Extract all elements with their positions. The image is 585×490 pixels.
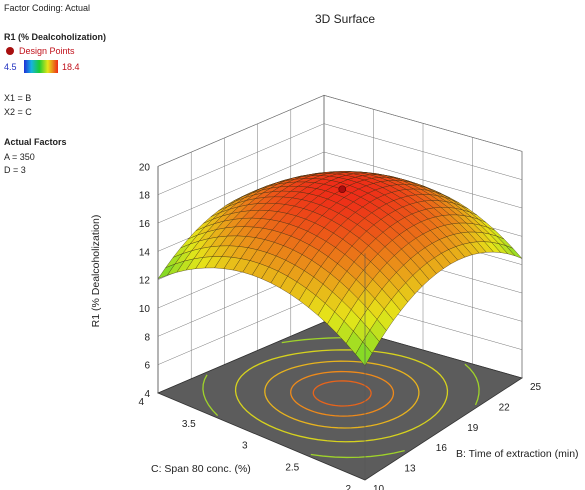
factor-coding-label: Factor Coding: Actual: [4, 3, 91, 13]
x2-factor: X2 = C: [4, 107, 32, 117]
response-title: R1 (% Dealcoholization): [4, 32, 107, 42]
color-scale-max: 18.4: [62, 62, 80, 72]
actual-factor-a: A = 350: [4, 152, 35, 162]
z-tick-label: 4: [144, 389, 150, 400]
x-tick-label: 10: [373, 484, 385, 490]
legend-design-points: Design Points: [6, 45, 75, 57]
x-tick-label: 22: [499, 402, 511, 413]
z-tick-label: 18: [139, 191, 151, 202]
z-tick-label: 12: [139, 276, 151, 287]
z-tick-label: 14: [139, 247, 151, 258]
y-axis-label: C: Span 80 conc. (%): [151, 463, 251, 475]
floor-plane: [156, 321, 523, 481]
design-points: [338, 185, 347, 194]
z-tick-label: 8: [144, 332, 150, 343]
z-tick-label: 10: [139, 304, 151, 315]
x-tick-label: 16: [436, 443, 448, 454]
axis-ticks: 4 6 8 10 12 14 16 18 20 10 13 16 19 22 25 2 2.5 3 3.5 4: [138, 162, 541, 490]
wall-gridline-z: [157, 95, 523, 167]
y-tick-label: 2: [345, 484, 351, 490]
contour-line: [312, 380, 372, 407]
x-tick-label: 25: [530, 382, 542, 393]
design-point-icon: [6, 47, 14, 55]
floor-fill: [156, 321, 523, 481]
x-tick-label: 13: [404, 464, 416, 475]
y-tick-label: 4: [138, 397, 144, 408]
z-axis-label: R1 (% Dealcoholization): [90, 215, 102, 328]
contour-line: [202, 374, 219, 417]
surface-cell: [355, 341, 373, 367]
contour-line: [264, 360, 420, 429]
contour-line: [310, 450, 405, 459]
contour-line: [464, 363, 480, 406]
x-axis-label: B: Time of extraction (min): [456, 448, 579, 460]
actual-factor-d: D = 3: [4, 165, 26, 175]
design-point: [338, 185, 347, 194]
contour-line: [290, 370, 395, 417]
legend-design-points-label: Design Points: [19, 46, 75, 56]
x1-factor: X1 = B: [4, 93, 32, 103]
response-surface: [157, 171, 523, 367]
z-tick-label: 20: [139, 162, 151, 173]
y-tick-label: 3.5: [182, 419, 196, 430]
z-tick-label: 16: [139, 219, 151, 230]
y-tick-label: 2.5: [285, 462, 299, 473]
x-tick-label: 19: [467, 423, 479, 434]
color-scale-min: 4.5: [4, 62, 17, 72]
axis-frame: [157, 166, 366, 480]
y-tick-label: 3: [242, 441, 248, 452]
color-scale-bar: [24, 60, 58, 73]
z-tick-label: 6: [144, 361, 150, 372]
chart-title: 3D Surface: [315, 12, 375, 26]
actual-factors-title: Actual Factors: [4, 137, 67, 147]
contour-line: [234, 349, 449, 443]
